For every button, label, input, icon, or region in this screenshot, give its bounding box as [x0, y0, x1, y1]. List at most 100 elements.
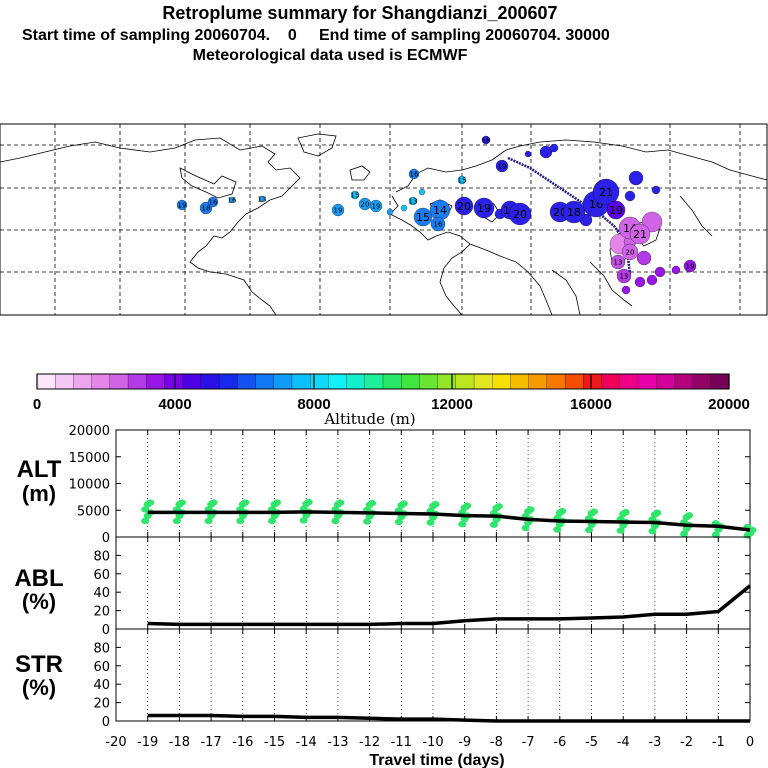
plume-dot [654, 266, 666, 278]
abl-label: ABL [14, 565, 63, 592]
mean-line [147, 510, 751, 532]
colorbar-swatch [473, 373, 493, 390]
particle-dot [304, 498, 313, 506]
particle-dot [268, 517, 276, 525]
colorbar-tick-label: 4000 [158, 396, 191, 413]
plume-dot [634, 276, 646, 288]
panel-alt: 0 5000 10000 15000 20000 [69, 424, 757, 546]
particle-dot [236, 517, 245, 525]
particle-dot [331, 517, 340, 525]
colorbar-swatch [437, 373, 457, 390]
plume-dot [400, 204, 408, 212]
colorbar-swatch [364, 373, 384, 390]
plume-dot [207, 196, 219, 208]
plume-dot [386, 208, 394, 216]
particle-dot [177, 499, 186, 506]
colorbar-swatch [310, 373, 329, 390]
particle-dot [299, 517, 308, 524]
plume-dot [495, 159, 509, 173]
panel-ytick-label: 80 [93, 549, 110, 564]
x-tick-label: -19 [137, 735, 158, 750]
plume-dot [592, 178, 620, 206]
plume-dot [610, 254, 626, 270]
plume-dot [628, 170, 644, 186]
x-axis-ticks: -20 -19 -18 -17 -16 -15 -14 -13 -12 -11 -10 -9 -8 -7-… [105, 735, 754, 750]
plume-dot [646, 274, 658, 286]
colorbar-swatch [55, 373, 74, 390]
colorbar-swatch [656, 373, 675, 390]
particle-dot [336, 499, 345, 506]
plume-dot [524, 150, 532, 158]
plume-dot-label: 16 [410, 171, 419, 179]
panel-ytick-label: 20 [93, 697, 110, 712]
plume-dot-label: 18 [567, 206, 581, 219]
plume-dot-label: 19 [178, 202, 187, 210]
plume-dot [624, 190, 636, 202]
colorbar-swatch [674, 373, 694, 390]
mean-line [147, 584, 752, 627]
plume-dot-label: 16 [434, 221, 443, 229]
x-tick-label: -16 [232, 735, 253, 750]
colorbar-swatch [182, 373, 202, 390]
x-tick-label: -7 [522, 735, 535, 750]
particle-dot [241, 499, 250, 506]
colorbar-ticks: 0 4000 8000 12000 16000 20000 [33, 374, 750, 413]
plume-dot [176, 199, 188, 211]
x-tick-label: -12 [359, 735, 380, 750]
particle-dot [431, 500, 440, 508]
particle-dot [394, 518, 403, 526]
panel-str: 0 20 40 60 80 [93, 628, 751, 730]
alt-unit-label: (m) [22, 481, 56, 506]
panel-ytick-label: 40 [93, 678, 110, 693]
plume-dot [473, 197, 495, 219]
particle-dot [204, 517, 213, 525]
panel-frame [115, 628, 751, 722]
met-data-line: Meteorological data used is ECMWF [192, 47, 468, 64]
particle-dot [273, 499, 281, 506]
colorbar-swatch [273, 373, 293, 390]
plume-dot-label: 20 [513, 208, 527, 221]
plume-dot-label: 19 [477, 202, 491, 215]
colorbar-swatch [510, 373, 530, 390]
particle-dot [685, 512, 694, 519]
plume-dot [258, 195, 266, 203]
particle-dot [590, 508, 598, 515]
colorbar-swatch [164, 373, 184, 390]
particle-dot [426, 519, 435, 526]
plume-dot [616, 268, 632, 284]
colorbar-swatch [255, 373, 275, 390]
plume-dot-label: 13 [620, 273, 629, 281]
plume-dot [621, 243, 639, 261]
colorbar-swatch [382, 373, 402, 390]
particle-dot [146, 499, 155, 506]
mean-line [147, 713, 750, 723]
x-axis-label: Travel time (days) [369, 752, 504, 768]
panel-ytick-label: 20000 [69, 424, 110, 439]
panel-ytick-label: 0 [102, 623, 110, 638]
x-tick-label: -13 [327, 735, 348, 750]
plume-dot-label: 15 [351, 192, 360, 200]
panel-abl: 0 20 40 60 80 [93, 536, 752, 638]
plume-dot [413, 207, 433, 227]
colorbar-swatch [637, 373, 657, 390]
time-series-panels: 0 5000 10000 15000 20000 0 20 40 60 80 0 20 40 60 80 [69, 424, 757, 730]
x-tick-label: 0 [746, 735, 754, 750]
particle-dot [463, 502, 472, 509]
plume-dot-label: 13 [409, 198, 418, 206]
x-tick-label: -2 [680, 735, 693, 750]
colorbar-swatch [237, 373, 257, 390]
colorbar-swatch [528, 373, 548, 390]
colorbar-swatch [492, 373, 512, 390]
panel-ytick-label: 10000 [69, 478, 110, 493]
alt-label: ALT [17, 456, 62, 483]
plume-dot-label: 16 [209, 199, 218, 207]
particle-dot [521, 524, 530, 532]
plume-dot [408, 196, 418, 206]
colorbar-tick-label: 12000 [431, 396, 473, 413]
colorbar-swatch [692, 373, 712, 390]
particle-dot [399, 500, 408, 507]
colorbar-label: Altitude (m) [323, 410, 415, 428]
colorbar-swatch [36, 373, 56, 390]
plume-dot [636, 250, 652, 266]
particle-dot [648, 527, 657, 535]
